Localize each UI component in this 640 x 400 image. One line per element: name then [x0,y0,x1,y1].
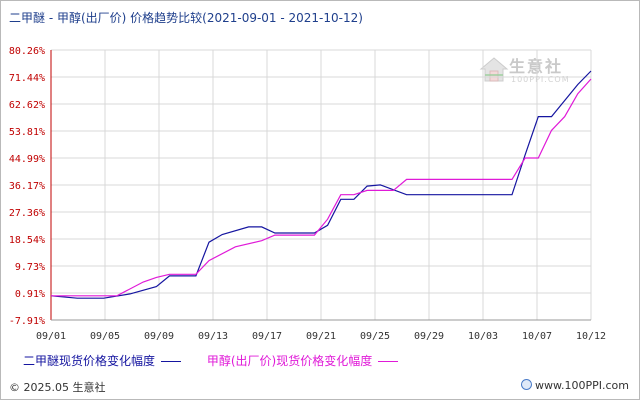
house-logo-icon [479,57,509,82]
x-tick-label: 09/01 [36,331,66,342]
x-tick-label: 09/09 [144,331,174,342]
x-tick-label: 09/13 [198,331,228,342]
y-tick-label: 27.36% [9,208,45,219]
y-tick-label: 18.54% [9,235,45,246]
x-tick-label: 09/25 [360,331,390,342]
x-tick-label: 10/07 [522,331,552,342]
legend-label-methanol: 甲醇(出厂价)现货价格变化幅度 [206,354,373,368]
x-tick-label: 09/05 [90,331,120,342]
y-tick-label: 71.44% [9,73,45,84]
y-tick-label: 0.91% [15,289,45,300]
y-tick-label: 53.81% [9,127,45,138]
y-tick-label: -7.91% [9,316,45,327]
series-line-methanol [51,78,592,297]
x-tick-label: 09/29 [414,331,444,342]
y-tick-label: 36.17% [9,181,45,192]
watermark: 生意社 100PPI.COM [479,51,589,91]
y-tick-label: 9.73% [15,262,45,273]
y-tick-label: 62.62% [9,100,45,111]
x-tick-label: 09/21 [306,331,336,342]
legend-swatch-dme [161,361,182,362]
watermark-url: 100PPI.COM [511,75,570,84]
series-line-dme [50,70,592,299]
y-tick-label: 44.99% [9,154,45,165]
footer-site-link[interactable]: www.100PPI.com [521,379,629,392]
footer-site-text: www.100PPI.com [535,379,629,392]
chart-title: 二甲醚 - 甲醇(出厂价) 价格趋势比较(2021-09-01 - 2021-1… [9,11,363,25]
legend-swatch-methanol [378,361,399,362]
legend-label-dme: 二甲醚现货价格变化幅度 [23,354,156,368]
watermark-brand: 生意社 [509,57,564,76]
x-tick-label: 10/12 [576,331,606,342]
x-tick-label: 09/17 [252,331,282,342]
footer-copyright: © 2025.05 生意社 [9,381,106,394]
legend-item-dme: 二甲醚现货价格变化幅度 [23,352,182,369]
globe-icon [521,379,533,390]
y-tick-label: 80.26% [9,46,45,57]
legend-item-methanol: 甲醇(出厂价)现货价格变化幅度 [206,352,399,369]
chart-legend: 二甲醚现货价格变化幅度 甲醇(出厂价)现货价格变化幅度 [23,352,420,369]
x-tick-label: 10/03 [468,331,498,342]
